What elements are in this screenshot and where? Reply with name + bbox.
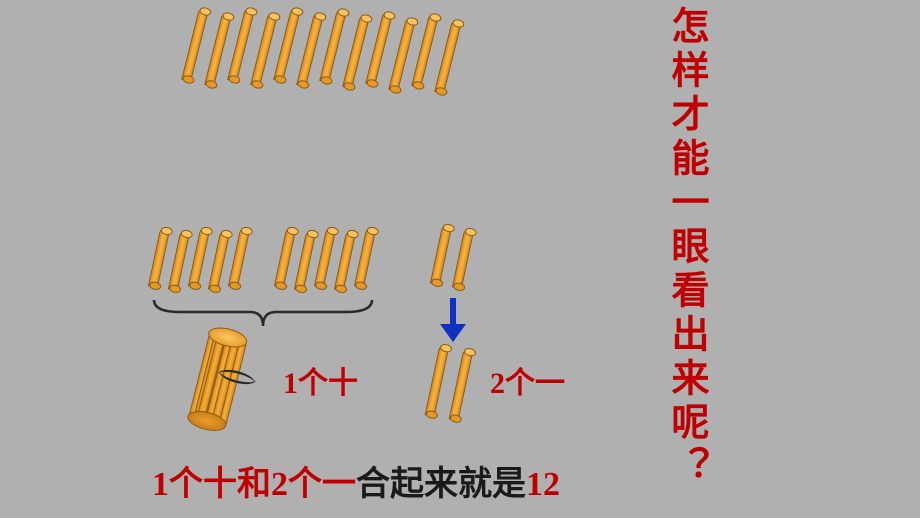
label-two-ones-text: 2个一 [490,367,565,400]
sentence-part2: 合起来就是 [356,466,526,503]
summary-sentence: 1个十和2个一合起来就是12 [152,456,560,505]
question-text-content: 怎样才能一眼看出来呢？ [665,6,707,490]
counting-stick [168,231,190,292]
question-text: 怎样才能一眼看出来呢？ [665,6,705,490]
counting-stick [425,345,450,418]
counting-stick [434,20,462,94]
counting-stick [449,349,474,422]
label-one-ten-text: 1个十 [283,367,358,400]
counting-stick [181,8,209,82]
label-one-ten: 1个十 [283,358,358,402]
counting-stick [430,225,452,286]
sentence-part1: 1个十和2个一 [152,466,356,503]
counting-stick [294,231,316,292]
curly-brace [150,298,376,330]
counting-stick [334,231,356,292]
counting-stick [274,228,296,289]
counting-stick [452,229,474,290]
counting-stick [148,228,170,289]
down-arrow-icon [438,298,468,344]
label-two-ones: 2个一 [490,358,565,402]
sentence-part3: 12 [526,466,560,503]
counting-stick [208,231,230,292]
